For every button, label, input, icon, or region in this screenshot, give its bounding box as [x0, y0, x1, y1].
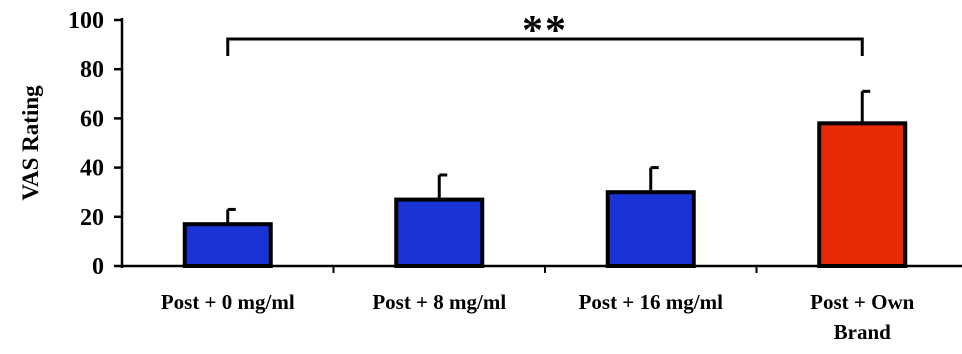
y-tick-label-100: 100 — [68, 8, 104, 34]
significance-label: ** — [522, 8, 568, 54]
y-tick-label-0: 0 — [92, 254, 104, 280]
y-tick-label-20: 20 — [80, 205, 104, 231]
x-tick-label-line: Post + 0 mg/ml — [161, 290, 295, 314]
significance-group: ** — [226, 8, 864, 56]
bars-group — [182, 121, 908, 268]
x-tick-label-1: Post + 0 mg/ml — [161, 290, 295, 314]
significance-bracket — [226, 37, 864, 56]
y-axis-label: VAS Rating — [18, 85, 43, 201]
x-tick-label-line: Post + 16 mg/ml — [579, 290, 724, 314]
x-tick-label-4: Post + Own Brand — [810, 290, 914, 344]
axes-group — [114, 18, 962, 273]
x-tick-label-3: Post + 16 mg/ml — [579, 290, 724, 314]
y-tick-label-80: 80 — [80, 57, 104, 83]
x-tick-label-line: Post + 8 mg/ml — [372, 290, 506, 314]
bar-1 — [182, 222, 273, 268]
error-bars-group — [226, 89, 871, 225]
y-tick-label-40: 40 — [80, 156, 104, 182]
bar-2 — [394, 197, 485, 268]
labels-group: 0 20 40 60 80 100 Post + 0 mg/ml Post + 8 mg/ml… — [68, 8, 915, 344]
bar-4 — [817, 121, 908, 268]
bar-3 — [605, 190, 696, 268]
y-tick-label-60: 60 — [80, 106, 104, 132]
x-tick-label-line: Post + Own — [810, 290, 914, 314]
x-tick-label-line: Brand — [834, 320, 892, 344]
x-tick-label-2: Post + 8 mg/ml — [372, 290, 506, 314]
